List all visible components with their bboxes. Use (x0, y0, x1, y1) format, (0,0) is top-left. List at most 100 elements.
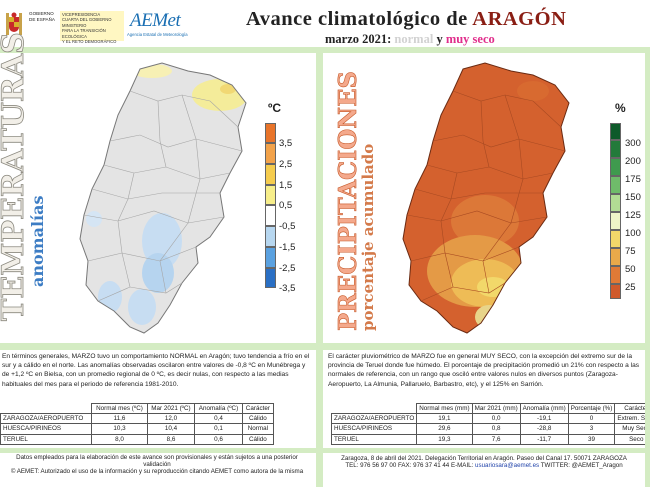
temperature-table: Normal mes (ºC) Mar 2021 (ºC) Anomalía (… (0, 402, 275, 445)
precipitation-legend-swatch (610, 248, 621, 266)
page-subtitle: marzo 2021: normal y muy seco (325, 32, 495, 47)
temperature-legend-swatch (265, 143, 276, 164)
temperature-legend-swatch (265, 247, 276, 268)
table-header-row: Normal mes (mm) Mar 2021 (mm) Anomalía (… (331, 402, 645, 415)
table-row: TERUEL 8,0 8,6 0,6 Cálido (0, 433, 275, 445)
table-header-cell: Porcentaje (%) (567, 402, 616, 415)
table-cell: 8,6 (146, 433, 196, 445)
table-header-cell: Carácter (241, 402, 275, 415)
table-cell: 11,6 (91, 413, 148, 425)
temperature-legend-swatch (265, 205, 276, 226)
temperature-legend-label: -1,5 (279, 242, 296, 253)
header-bar: GOBIERNO DE ESPAÑA VICEPRESIDENCIA CUART… (0, 0, 650, 47)
ministry-line: PARA LA TRANSICIÓN ECOLÓGICA (62, 28, 106, 39)
temperature-legend-label: 0,5 (279, 200, 293, 211)
precipitation-legend-swatch (610, 194, 621, 212)
table-cell: 0 (567, 413, 616, 425)
table-cell: 0,4 (194, 413, 243, 425)
address-line: Zaragoza, 8 de abril del 2021. Delegació… (341, 455, 627, 462)
table-cell: Cálido (241, 433, 275, 445)
copyright-line: © AEMET: Autorizado el uso de la informa… (10, 468, 304, 476)
table-cell: Extrem. Seco (614, 413, 645, 425)
table-cell: 0,6 (194, 433, 243, 445)
table-header-row: Normal mes (ºC) Mar 2021 (ºC) Anomalía (… (0, 402, 275, 415)
temperature-legend-label: -2,5 (279, 263, 296, 274)
ministry-line: MINISTERIO (62, 22, 87, 28)
table-header-cell: Carácter (614, 402, 645, 415)
table-cell: 19,1 (416, 413, 473, 425)
ministry-line: CUARTA DEL GOBIERNO (62, 17, 112, 23)
gov-name: GOBIERNO DE ESPAÑA (29, 11, 55, 22)
government-logo: GOBIERNO DE ESPAÑA VICEPRESIDENCIA CUART… (3, 11, 124, 44)
twitter-text: TWITTER: @AEMET_Aragon (539, 462, 623, 470)
table-row: ZARAGOZA/AEROPUERTO 19,1 0,0 -19,1 0 Ext… (330, 413, 645, 425)
precipitation-legend-label: 25 (625, 282, 636, 293)
table-cell: -11,7 (519, 433, 569, 445)
title-region: ARAGÓN (472, 8, 567, 30)
precipitation-legend-swatch (610, 284, 621, 299)
temperature-legend-label: 3,5 (279, 138, 293, 149)
table-cell: 7,6 (471, 433, 521, 445)
ministry-line: VICEPRESIDENCIA (62, 12, 101, 17)
subtitle-seco: muy seco (445, 32, 495, 46)
precipitation-percentage-map (402, 62, 570, 334)
station-name: HUESCA/PIRINEOS (330, 423, 418, 435)
table-header-cell (0, 403, 92, 414)
table-header-cell: Mar 2021 (mm) (471, 402, 521, 415)
station-name: TERUEL (0, 433, 93, 445)
precipitation-legend-label: 75 (625, 246, 636, 257)
precipitation-summary-text: El carácter pluviométrico de MARZO fue e… (328, 353, 640, 388)
subtitle-period: marzo 2021: (325, 32, 395, 46)
precipitation-legend-label: 150 (625, 192, 641, 203)
email-link[interactable]: usuariosara@aemet.es (475, 462, 540, 470)
table-header-cell: Anomalía (mm) (519, 402, 569, 415)
table-header-cell: Normal mes (mm) (416, 402, 473, 415)
disclaimer-footer: Datos empleados para la elaboración de e… (0, 453, 316, 487)
subtitle-joiner: y (433, 32, 446, 46)
disclaimer-line: Datos empleados para la elaboración de e… (16, 454, 298, 469)
table-row: TERUEL 19,3 7,6 -11,7 39 Seco (330, 433, 645, 445)
temperature-legend-label: 2,5 (279, 159, 293, 170)
table-cell: 0,0 (471, 413, 521, 425)
table-cell: 8,0 (91, 433, 148, 445)
table-row: HUESCA/PIRINEOS 29,6 0,8 -28,8 3 Muy Sec… (330, 423, 645, 435)
precipitation-legend-swatch (610, 123, 621, 140)
station-name: ZARAGOZA/AEROPUERTO (0, 413, 93, 425)
precipitation-legend-label: 100 (625, 228, 641, 239)
table-header-cell (331, 403, 417, 414)
contact-line: TEL: 976 56 97 00 FAX: 976 37 41 44 E-MA… (327, 462, 641, 469)
temperature-legend-label: -3,5 (279, 283, 296, 294)
temperature-legend-label: 1,5 (279, 180, 293, 191)
precipitation-title: PRECIPITACIONES (333, 71, 363, 331)
subtitle-normal: normal (394, 32, 434, 46)
temperature-title: TEMPERATURAS (0, 32, 31, 322)
temperature-legend-label: -0,5 (279, 221, 296, 232)
temperature-vertical-title: TEMPERATURAS anomalías (0, 32, 47, 343)
table-cell: 39 (567, 433, 616, 445)
table-header-cell: Anomalía (ºC) (194, 402, 243, 415)
precipitation-legend-swatch (610, 140, 621, 158)
table-cell: 3 (567, 423, 616, 435)
table-cell: 0,8 (471, 423, 521, 435)
table-cell: 29,6 (416, 423, 473, 435)
table-cell: 12,0 (146, 413, 196, 425)
precipitation-legend-label: 50 (625, 264, 636, 275)
phone-fax-text: TEL: 976 56 97 00 FAX: 976 37 41 44 E-MA… (345, 462, 476, 470)
table-row: HUESCA/PIRINEOS 10,3 10,4 0,1 Normal (0, 423, 275, 435)
precipitation-table: Normal mes (mm) Mar 2021 (mm) Anomalía (… (330, 402, 645, 445)
temperature-legend-swatch (265, 185, 276, 205)
aemet-subtitle: Agencia Estatal de Meteorología (127, 32, 188, 37)
station-name: ZARAGOZA/AEROPUERTO (330, 413, 418, 425)
temperature-legend-unit: ºC (268, 101, 282, 115)
precipitation-legend-label: 125 (625, 210, 641, 221)
table-cell: 10,4 (146, 423, 196, 435)
precipitation-legend-unit: % (615, 101, 626, 115)
table-header-cell: Mar 2021 (ºC) (146, 402, 196, 415)
ministry-line: Y EL RETO DEMOGRÁFICO (62, 39, 117, 45)
precipitation-legend-label: 300 (625, 138, 641, 149)
station-name: HUESCA/PIRINEOS (0, 423, 93, 435)
precipitation-panel: PRECIPITACIONES porcentaje acumulado (323, 53, 645, 343)
table-cell: 10,3 (91, 423, 148, 435)
aemet-logo: AEMet Agencia Estatal de Meteorología (124, 10, 190, 42)
table-cell: 19,3 (416, 433, 473, 445)
